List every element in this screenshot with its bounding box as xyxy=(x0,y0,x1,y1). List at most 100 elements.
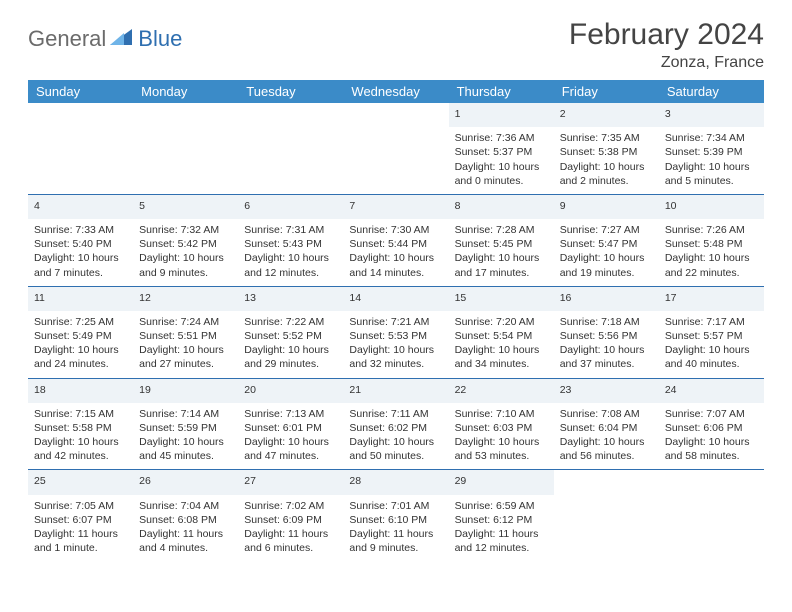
day-number-cell: 20 xyxy=(238,378,343,403)
day-content-cell: Sunrise: 7:20 AMSunset: 5:54 PMDaylight:… xyxy=(449,311,554,378)
sunset-line: Sunset: 6:10 PM xyxy=(349,513,442,527)
sunset-line: Sunset: 5:58 PM xyxy=(34,421,127,435)
day-content-row: Sunrise: 7:33 AMSunset: 5:40 PM Daylight:… xyxy=(28,219,764,286)
brand-mark-icon xyxy=(110,27,136,52)
day-number-cell: 8 xyxy=(449,194,554,219)
sunrise-line: Sunrise: 7:13 AM xyxy=(244,407,337,421)
sunrise-line: Sunrise: 7:04 AM xyxy=(139,499,232,513)
sunset-line: Sunset: 5:42 PM xyxy=(139,237,232,251)
daylight-line: Daylight: 10 hours and 34 minutes. xyxy=(455,343,548,371)
sunrise-line: Sunrise: 7:14 AM xyxy=(139,407,232,421)
daylight-line: Daylight: 10 hours and 47 minutes. xyxy=(244,435,337,463)
sunrise-line: Sunrise: 7:33 AM xyxy=(34,223,127,237)
location-label: Zonza, France xyxy=(569,54,764,72)
day-number-cell: 11 xyxy=(28,286,133,311)
sunset-line: Sunset: 6:08 PM xyxy=(139,513,232,527)
day-content-cell: Sunrise: 7:35 AMSunset: 5:38 PMDaylight:… xyxy=(554,127,659,194)
daylight-line: Daylight: 10 hours and 0 minutes. xyxy=(455,160,548,188)
sunset-line: Sunset: 6:01 PM xyxy=(244,421,337,435)
daylight-line: Daylight: 10 hours and 53 minutes. xyxy=(455,435,548,463)
day-content-cell xyxy=(659,495,764,562)
weekday-header: Wednesday xyxy=(343,80,448,103)
sunset-line: Sunset: 6:12 PM xyxy=(455,513,548,527)
sunrise-line: Sunrise: 7:10 AM xyxy=(455,407,548,421)
daylight-line: Daylight: 10 hours and 40 minutes. xyxy=(665,343,758,371)
sunrise-line: Sunrise: 7:02 AM xyxy=(244,499,337,513)
day-content-cell: Sunrise: 7:14 AMSunset: 5:59 PMDaylight:… xyxy=(133,403,238,470)
daylight-line: Daylight: 10 hours and 27 minutes. xyxy=(139,343,232,371)
daylight-line: Daylight: 11 hours and 9 minutes. xyxy=(349,527,442,555)
day-number-cell xyxy=(28,103,133,127)
daylight-line: Daylight: 10 hours and 12 minutes. xyxy=(244,251,337,279)
sunrise-line: Sunrise: 7:25 AM xyxy=(34,315,127,329)
sunrise-line: Sunrise: 7:24 AM xyxy=(139,315,232,329)
day-content-cell: Sunrise: 7:30 AMSunset: 5:44 PMDaylight:… xyxy=(343,219,448,286)
day-content-cell: Sunrise: 7:05 AMSunset: 6:07 PMDaylight:… xyxy=(28,495,133,562)
daylight-line: Daylight: 10 hours and 5 minutes. xyxy=(665,160,758,188)
day-content-cell: Sunrise: 7:21 AMSunset: 5:53 PMDaylight:… xyxy=(343,311,448,378)
sunrise-line: Sunrise: 7:22 AM xyxy=(244,315,337,329)
day-number-cell: 4 xyxy=(28,194,133,219)
sunrise-line: Sunrise: 7:34 AM xyxy=(665,131,758,145)
sunrise-line: Sunrise: 7:05 AM xyxy=(34,499,127,513)
day-number-cell: 15 xyxy=(449,286,554,311)
sunset-line: Sunset: 6:09 PM xyxy=(244,513,337,527)
sunrise-line: Sunrise: 7:26 AM xyxy=(665,223,758,237)
day-number-cell xyxy=(238,103,343,127)
daylight-line: Daylight: 10 hours and 14 minutes. xyxy=(349,251,442,279)
daylight-line: Daylight: 10 hours and 56 minutes. xyxy=(560,435,653,463)
day-number-cell: 1 xyxy=(449,103,554,127)
sunset-line: Sunset: 5:52 PM xyxy=(244,329,337,343)
day-content-cell: Sunrise: 7:34 AMSunset: 5:39 PMDaylight:… xyxy=(659,127,764,194)
sunset-line: Sunset: 5:38 PM xyxy=(560,145,653,159)
day-content-cell: Sunrise: 7:01 AMSunset: 6:10 PMDaylight:… xyxy=(343,495,448,562)
day-number-cell xyxy=(133,103,238,127)
sunset-line: Sunset: 5:44 PM xyxy=(349,237,442,251)
sunrise-line: Sunrise: 7:17 AM xyxy=(665,315,758,329)
day-content-row: Sunrise: 7:36 AMSunset: 5:37 PMDaylight:… xyxy=(28,127,764,194)
sunrise-line: Sunrise: 7:18 AM xyxy=(560,315,653,329)
day-content-cell xyxy=(28,127,133,194)
day-content-cell: Sunrise: 7:04 AMSunset: 6:08 PMDaylight:… xyxy=(133,495,238,562)
day-number-cell: 10 xyxy=(659,194,764,219)
daylight-line: Daylight: 10 hours and 42 minutes. xyxy=(34,435,127,463)
weekday-header-row: Sunday Monday Tuesday Wednesday Thursday… xyxy=(28,80,764,103)
day-number-cell: 3 xyxy=(659,103,764,127)
day-content-cell: Sunrise: 7:15 AMSunset: 5:58 PMDaylight:… xyxy=(28,403,133,470)
sunset-line: Sunset: 5:47 PM xyxy=(560,237,653,251)
sunrise-line: Sunrise: 7:11 AM xyxy=(349,407,442,421)
daylight-line: Daylight: 10 hours and 17 minutes. xyxy=(455,251,548,279)
sunrise-line: Sunrise: 7:30 AM xyxy=(349,223,442,237)
sunrise-line: Sunrise: 7:01 AM xyxy=(349,499,442,513)
day-content-cell: Sunrise: 7:25 AMSunset: 5:49 PMDaylight:… xyxy=(28,311,133,378)
sunset-line: Sunset: 6:06 PM xyxy=(665,421,758,435)
day-number-cell: 26 xyxy=(133,470,238,495)
day-content-row: Sunrise: 7:15 AMSunset: 5:58 PMDaylight:… xyxy=(28,403,764,470)
daylight-line: Daylight: 10 hours and 45 minutes. xyxy=(139,435,232,463)
sunrise-line: Sunrise: 7:20 AM xyxy=(455,315,548,329)
daylight-line: Daylight: 10 hours and 22 minutes. xyxy=(665,251,758,279)
sunrise-line: Sunrise: 6:59 AM xyxy=(455,499,548,513)
sunrise-line: Sunrise: 7:08 AM xyxy=(560,407,653,421)
day-number-cell: 12 xyxy=(133,286,238,311)
day-content-cell: Sunrise: 7:36 AMSunset: 5:37 PMDaylight:… xyxy=(449,127,554,194)
day-number-row: 2526272829 xyxy=(28,470,764,495)
sunset-line: Sunset: 5:53 PM xyxy=(349,329,442,343)
sunset-line: Sunset: 5:40 PM xyxy=(34,237,127,251)
daylight-line: Daylight: 10 hours and 2 minutes. xyxy=(560,160,653,188)
day-content-cell: Sunrise: 7:02 AMSunset: 6:09 PMDaylight:… xyxy=(238,495,343,562)
sunset-line: Sunset: 5:37 PM xyxy=(455,145,548,159)
calendar-table: Sunday Monday Tuesday Wednesday Thursday… xyxy=(28,80,764,561)
day-number-row: 11121314151617 xyxy=(28,286,764,311)
weekday-header: Thursday xyxy=(449,80,554,103)
sunset-line: Sunset: 5:54 PM xyxy=(455,329,548,343)
day-content-row: Sunrise: 7:05 AMSunset: 6:07 PMDaylight:… xyxy=(28,495,764,562)
daylight-line: Daylight: 10 hours and 29 minutes. xyxy=(244,343,337,371)
sunrise-line: Sunrise: 7:07 AM xyxy=(665,407,758,421)
day-number-cell: 18 xyxy=(28,378,133,403)
day-content-cell: Sunrise: 7:18 AMSunset: 5:56 PMDaylight:… xyxy=(554,311,659,378)
day-number-cell: 28 xyxy=(343,470,448,495)
day-number-row: 123 xyxy=(28,103,764,127)
sunset-line: Sunset: 5:45 PM xyxy=(455,237,548,251)
day-number-cell: 21 xyxy=(343,378,448,403)
